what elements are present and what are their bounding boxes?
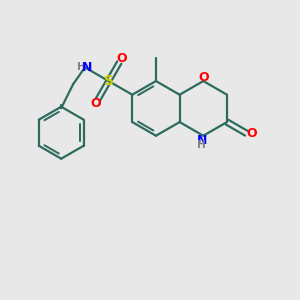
Text: O: O [116, 52, 127, 65]
Text: N: N [82, 61, 92, 74]
Text: O: O [246, 127, 257, 140]
Text: S: S [103, 74, 114, 88]
Text: O: O [198, 71, 208, 84]
Text: H: H [197, 140, 206, 150]
Text: H: H [77, 62, 86, 72]
Text: O: O [90, 97, 101, 110]
Text: N: N [196, 134, 207, 147]
